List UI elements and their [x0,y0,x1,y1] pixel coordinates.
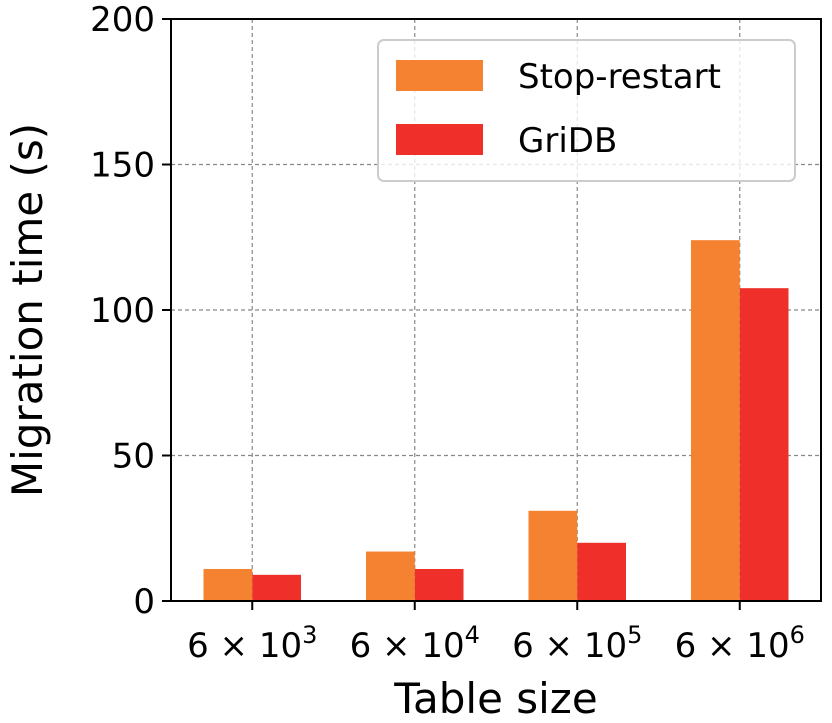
x-tick-label: 6 × 105 [512,621,642,666]
x-tick-label: 6 × 106 [675,621,805,666]
y-tick-label: 150 [90,146,155,186]
y-axis-ticks: 0 50 100 150 200 [90,0,171,622]
x-tick-label: 6 × 104 [350,621,480,666]
x-tick-label: 6 × 103 [187,621,317,666]
bar-stop-restart [691,240,740,601]
bar-stop-restart [528,510,578,601]
y-tick-label: 50 [112,437,155,477]
legend-swatch [396,124,483,155]
y-tick-label: 0 [133,582,155,622]
y-tick-label: 100 [90,291,155,331]
bar-stop-restart [203,568,253,601]
legend-swatch [396,60,483,91]
bar-gridb [414,568,464,601]
bars [203,240,789,601]
legend: Stop-restart GriDB [377,39,796,182]
legend-label: Stop-restart [518,57,721,97]
bar-gridb [739,288,789,601]
bar-stop-restart [366,551,415,601]
legend-label: GriDB [518,121,617,161]
x-axis-ticks: 6 × 103 6 × 104 6 × 105 6 × 106 [187,601,805,666]
x-axis-title: Table size [393,674,597,723]
bar-gridb [252,574,301,601]
y-tick-label: 200 [90,0,155,40]
bar-gridb [577,542,626,601]
y-axis-title: Migration time (s) [3,123,52,497]
